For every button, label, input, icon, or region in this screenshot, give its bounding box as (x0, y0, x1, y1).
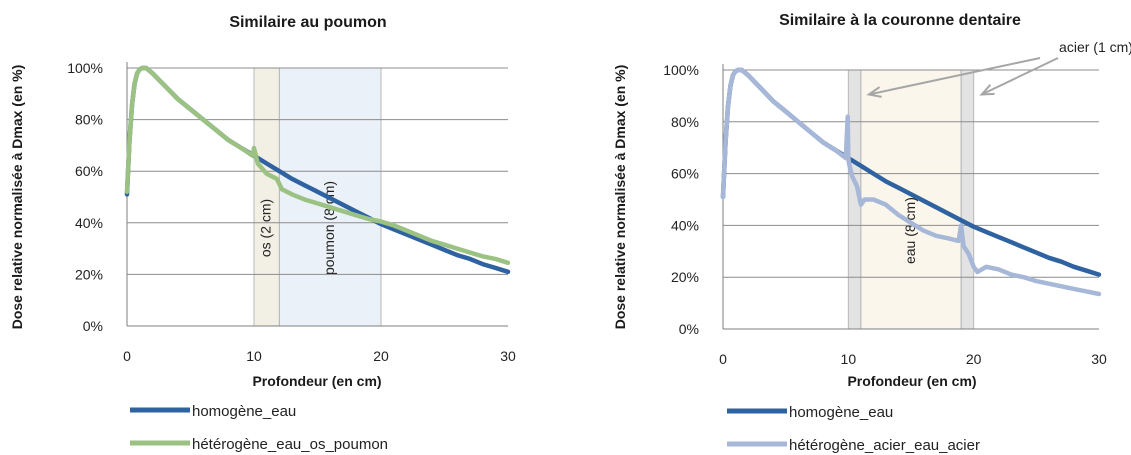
x-axis-title: Profondeur (en cm) (847, 373, 976, 389)
y-tick-label: 20% (671, 269, 699, 285)
series-line-2 (124, 65, 511, 266)
legend-label: homogène_eau (192, 403, 296, 420)
y-tick-label: 100% (663, 62, 699, 78)
shaded-region (960, 69, 975, 330)
y-tick-label: 100% (67, 60, 103, 76)
x-axis-title: Profondeur (en cm) (252, 373, 381, 389)
y-tick-label: 40% (671, 217, 699, 233)
y-tick-label: 20% (75, 266, 103, 282)
y-tick-label: 80% (75, 112, 103, 128)
y-tick-label: 0% (83, 318, 103, 334)
annotation-arrowhead (866, 86, 882, 98)
region-label: eau (8 cm) (902, 197, 918, 264)
shaded-region (253, 67, 280, 327)
x-tick-label: 10 (246, 348, 262, 364)
x-tick-label: 20 (966, 351, 982, 367)
legend-label: homogène_eau (789, 404, 893, 421)
y-tick-label: 80% (671, 114, 699, 130)
chart-panel-2: eau (8 cm) 0% 20% 40% 60% 80% 100% 0 10 20 30 acier… (612, 12, 1131, 454)
chart-title: Similaire à la couronne dentaire (779, 12, 1021, 29)
y-axis-title: Dose relative normalisée à Dmax (en %) (612, 65, 628, 330)
x-tick-label: 10 (841, 351, 857, 367)
annotation-arrowhead (979, 84, 995, 96)
annotation-label: acier (1 cm) (1059, 39, 1131, 55)
x-tick-label: 30 (1091, 351, 1107, 367)
y-tick-label: 60% (671, 166, 699, 182)
series-line-2 (720, 67, 1102, 297)
y-tick-label: 0% (679, 321, 699, 337)
chart-panel-1: os (2 cm) poumon (8 cm)0%20%40%60%80%100%… (9, 14, 516, 453)
x-tick-label: 0 (719, 351, 727, 367)
region-label: os (2 cm) (258, 199, 274, 257)
legend-label: hétérogène_acier_eau_acier (789, 437, 980, 454)
chart-title: Similaire au poumon (229, 14, 386, 31)
annotation-arrow (868, 57, 1041, 96)
annotation-arrow (981, 57, 1059, 96)
y-tick-label: 40% (75, 215, 103, 231)
x-tick-label: 0 (123, 348, 131, 364)
x-tick-label: 20 (373, 348, 389, 364)
y-axis-title: Dose relative normalisée à Dmax (en %) (9, 65, 25, 330)
y-tick-label: 60% (75, 163, 103, 179)
x-tick-label: 30 (500, 348, 516, 364)
legend-label: hétérogène_eau_os_poumon (192, 436, 388, 453)
